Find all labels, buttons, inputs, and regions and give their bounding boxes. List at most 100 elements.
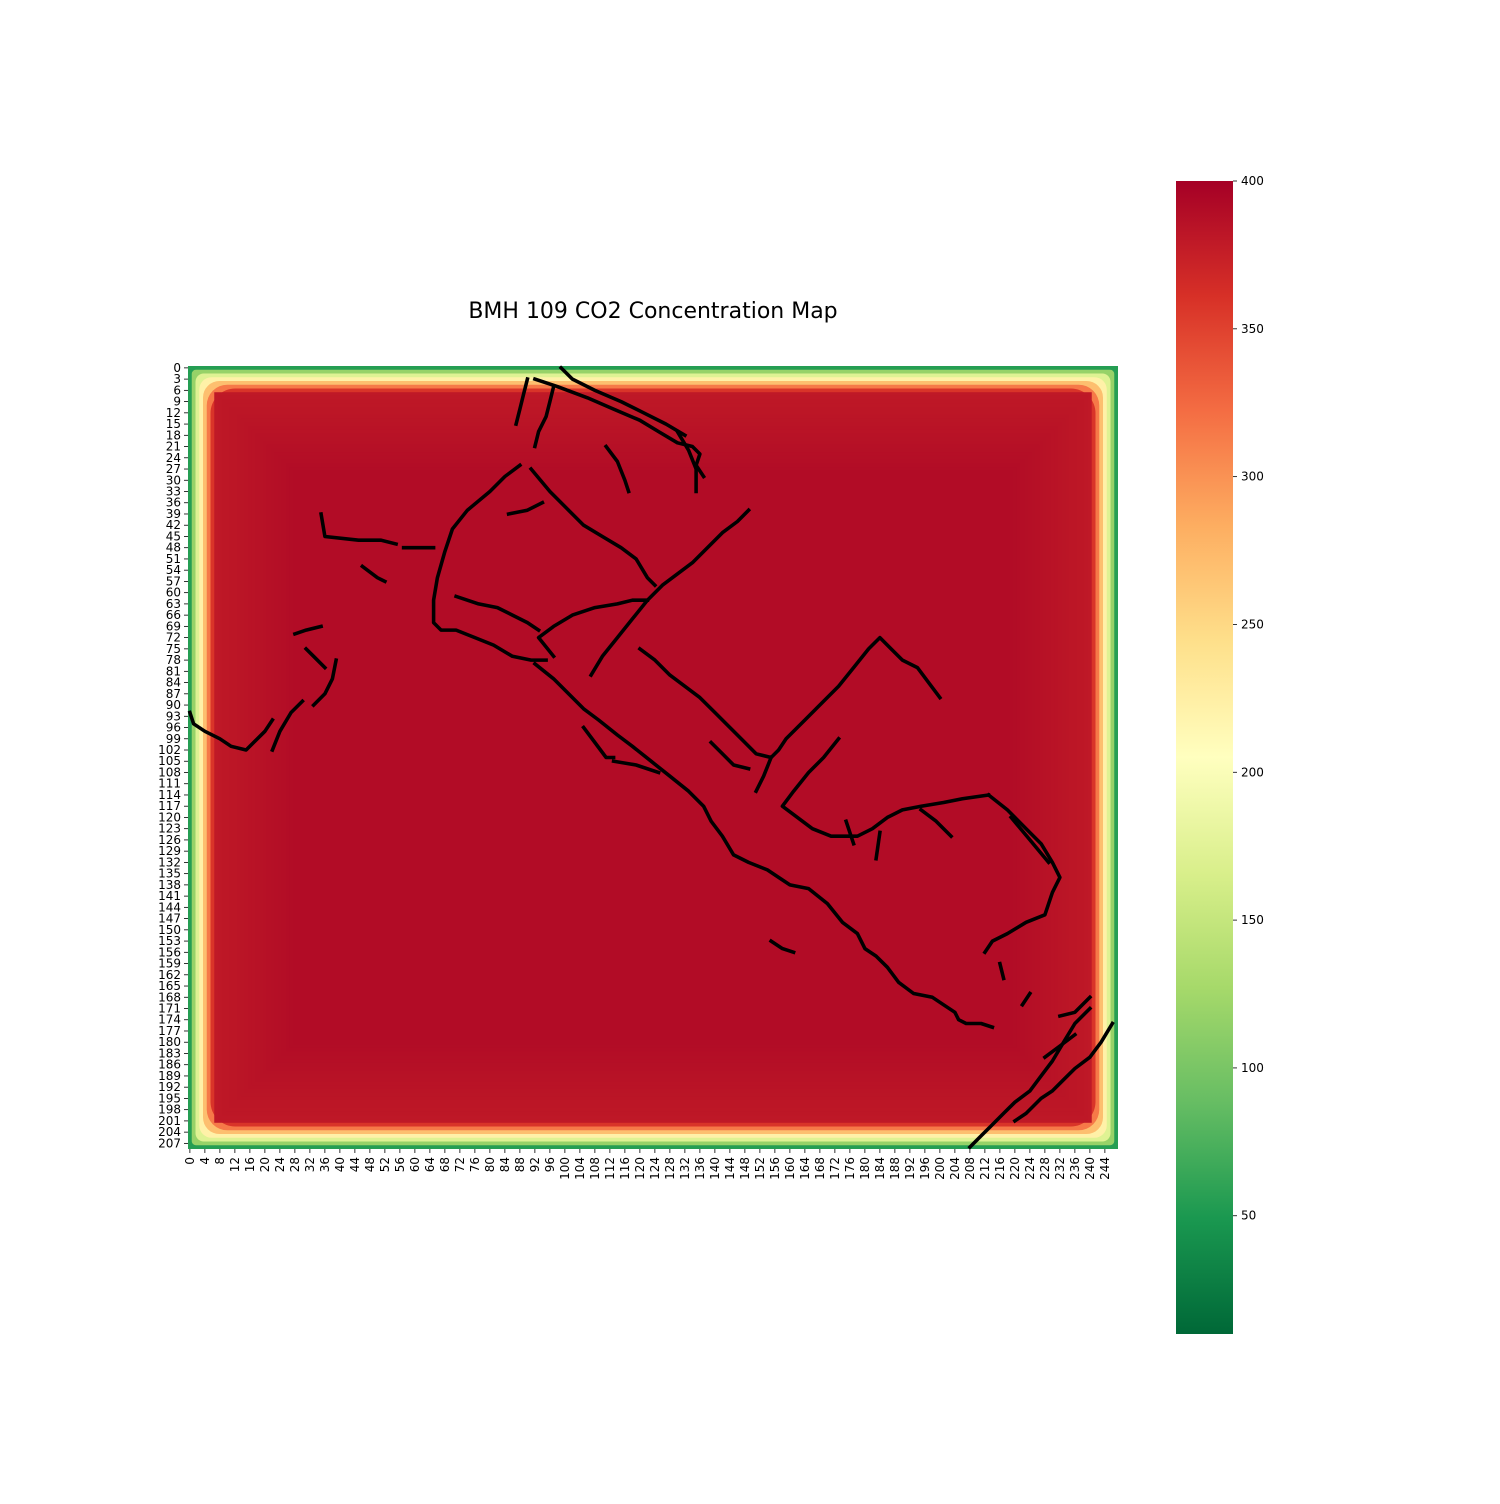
y-tick-label: 153 xyxy=(158,934,181,948)
y-tick-label: 84 xyxy=(166,676,181,690)
y-tick-label: 12 xyxy=(166,406,181,420)
obstacle-path-14 xyxy=(588,507,752,678)
x-tick-label: 160 xyxy=(783,1157,797,1180)
obstacle-path-35 xyxy=(1042,1032,1078,1060)
y-tick-label: 90 xyxy=(166,698,181,712)
y-tick-label: 27 xyxy=(166,462,181,476)
obstacle-marks xyxy=(187,365,1115,1150)
y-tick-label: 15 xyxy=(166,417,181,431)
y-tick-label: 21 xyxy=(166,440,181,454)
y-tick-label: 126 xyxy=(158,833,181,847)
y-tick-label: 204 xyxy=(158,1125,181,1139)
y-tick-label: 177 xyxy=(158,1024,181,1038)
obstacle-path-16 xyxy=(637,635,943,760)
obstacle-path-23 xyxy=(1008,814,1052,865)
x-axis: 0 4 8 12 16 20 24 28 32 36 40 44 48 52 56 60 64 68 72 76 80 8… xyxy=(183,1149,1112,1180)
y-tick-label: 39 xyxy=(166,507,181,521)
obstacle-path-18 xyxy=(753,755,774,794)
colorbar-tick-label: 200 xyxy=(1241,765,1264,779)
y-tick-label: 54 xyxy=(166,563,181,577)
obstacle-path-2 xyxy=(513,376,530,427)
obstacle-path-13 xyxy=(532,661,995,1030)
y-tick-label: 186 xyxy=(158,1058,181,1072)
colorbar-tick-label: 150 xyxy=(1241,913,1264,927)
obstacle-path-30 xyxy=(292,624,324,637)
x-tick-label: 4 xyxy=(198,1157,212,1165)
x-tick-label: 116 xyxy=(618,1157,632,1180)
y-tick-label: 111 xyxy=(158,777,181,791)
colorbar-tick-label: 100 xyxy=(1241,1061,1264,1075)
colorbar-tick-label: 400 xyxy=(1241,174,1264,188)
y-tick-label: 42 xyxy=(166,518,181,532)
x-tick-label: 192 xyxy=(903,1157,917,1180)
obstacle-path-26 xyxy=(187,710,275,752)
obstacle-path-31 xyxy=(768,938,796,955)
y-tick-label: 150 xyxy=(158,923,181,937)
y-tick-label: 120 xyxy=(158,810,181,824)
obstacle-path-28 xyxy=(303,646,328,671)
obstacle-path-0 xyxy=(558,365,688,438)
x-tick-label: 100 xyxy=(558,1157,572,1180)
x-tick-label: 24 xyxy=(273,1157,287,1172)
y-tick-label: 69 xyxy=(166,619,181,633)
x-tick-label: 208 xyxy=(963,1157,977,1180)
x-tick-label: 228 xyxy=(1038,1157,1052,1180)
y-axis: 0369121518212427303336394245485154576063… xyxy=(158,361,188,1150)
obstacle-path-21 xyxy=(918,807,954,839)
x-tick-label: 120 xyxy=(633,1157,647,1180)
x-tick-label: 112 xyxy=(603,1157,617,1180)
x-tick-label: 232 xyxy=(1053,1157,1067,1180)
y-tick-label: 108 xyxy=(158,765,181,779)
y-tick-label: 30 xyxy=(166,473,181,487)
y-tick-label: 3 xyxy=(173,372,181,386)
obstacle-path-27 xyxy=(270,698,305,753)
x-tick-label: 220 xyxy=(1008,1157,1022,1180)
obstacle-path-8 xyxy=(506,500,545,517)
x-tick-label: 36 xyxy=(318,1157,332,1172)
x-tick-label: 236 xyxy=(1068,1157,1082,1180)
obstacle-path-3 xyxy=(532,384,556,449)
chart-title: BMH 109 CO2 Concentration Map xyxy=(468,299,837,324)
x-tick-label: 76 xyxy=(468,1157,482,1172)
y-tick-label: 48 xyxy=(166,541,181,555)
y-tick-label: 183 xyxy=(158,1046,181,1060)
y-tick-label: 9 xyxy=(173,395,181,409)
x-tick-label: 92 xyxy=(528,1157,542,1172)
obstacle-path-34 xyxy=(1057,994,1093,1019)
y-tick-label: 75 xyxy=(166,642,181,656)
y-tick-label: 132 xyxy=(158,855,181,869)
obstacle-path-36 xyxy=(1019,991,1033,1008)
x-tick-label: 48 xyxy=(363,1157,377,1172)
y-tick-label: 96 xyxy=(166,721,181,735)
y-tick-label: 72 xyxy=(166,631,181,645)
obstacle-path-38 xyxy=(708,739,751,771)
obstacle-path-5 xyxy=(674,429,698,494)
y-tick-label: 99 xyxy=(166,732,181,746)
x-tick-label: 60 xyxy=(408,1157,422,1172)
y-tick-label: 147 xyxy=(158,912,181,926)
x-tick-label: 80 xyxy=(483,1157,497,1172)
x-tick-label: 64 xyxy=(423,1157,437,1172)
x-tick-label: 12 xyxy=(228,1157,242,1172)
y-tick-label: 87 xyxy=(166,687,181,701)
x-tick-label: 128 xyxy=(663,1157,677,1180)
x-tick-label: 164 xyxy=(798,1157,812,1180)
y-tick-label: 144 xyxy=(158,900,181,914)
y-tick-label: 171 xyxy=(158,1002,181,1016)
obstacle-path-15 xyxy=(536,598,650,659)
x-tick-label: 240 xyxy=(1083,1157,1097,1180)
x-tick-label: 56 xyxy=(393,1157,407,1172)
y-tick-label: 81 xyxy=(166,664,181,678)
y-tick-label: 93 xyxy=(166,709,181,723)
y-tick-label: 198 xyxy=(158,1103,181,1117)
x-tick-label: 28 xyxy=(288,1157,302,1172)
x-tick-label: 176 xyxy=(843,1157,857,1180)
x-tick-label: 40 xyxy=(333,1157,347,1172)
x-tick-label: 180 xyxy=(858,1157,872,1180)
y-tick-label: 156 xyxy=(158,945,181,959)
x-tick-label: 96 xyxy=(543,1157,557,1172)
y-tick-label: 78 xyxy=(166,653,181,667)
y-tick-label: 102 xyxy=(158,743,181,757)
x-tick-label: 156 xyxy=(768,1157,782,1180)
x-tick-label: 204 xyxy=(948,1157,962,1180)
